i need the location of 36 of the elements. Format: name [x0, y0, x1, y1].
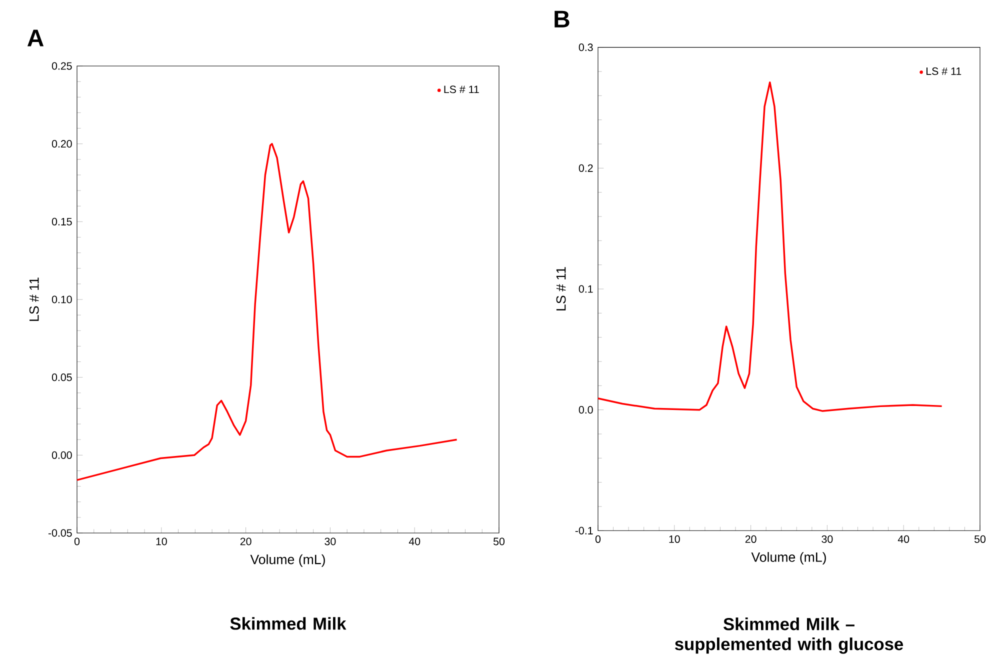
- y-tick-label: -0.05: [48, 529, 72, 537]
- x-tick-label: 40: [898, 535, 910, 543]
- y-tick-label: 0.3: [578, 43, 593, 52]
- y-tick-label: 0.10: [52, 296, 72, 304]
- y-tick-label: 0.2: [578, 164, 593, 172]
- x-tick-label: 50: [974, 535, 986, 543]
- y-tick-label: 0.1: [578, 285, 593, 293]
- legend-label: LS # 11: [926, 67, 962, 75]
- legend-label: LS # 11: [444, 86, 479, 94]
- line-series: [597, 81, 943, 412]
- y-tick-label: 0.20: [52, 140, 72, 148]
- x-tick-label: 0: [595, 535, 601, 543]
- x-tick-label: 20: [240, 538, 252, 546]
- y-tick-label: 0.15: [52, 218, 72, 226]
- y-axis-title: LS # 11: [29, 278, 39, 321]
- x-tick-label: 40: [408, 538, 420, 546]
- y-tick-label: 0.25: [52, 62, 72, 70]
- line-series: [76, 142, 458, 481]
- x-tick-label: 30: [324, 538, 336, 546]
- y-tick-label: -0.1: [575, 526, 593, 534]
- x-tick-label: 10: [156, 538, 167, 546]
- y-axis-title: LS # 11: [556, 267, 566, 310]
- x-tick-label: 10: [669, 535, 680, 543]
- x-axis-title: Volume (mL): [751, 552, 826, 564]
- chart-title: B: [554, 10, 570, 28]
- text: Skimmed Milk: [230, 616, 346, 630]
- text: Skimmed Milk – supplemented with glucose: [675, 617, 904, 654]
- chart-title: A: [27, 30, 44, 46]
- y-tick-label: 0.05: [52, 373, 72, 382]
- x-tick-label: 50: [493, 538, 505, 546]
- y-tick-label: 0.00: [52, 451, 72, 459]
- x-tick-label: 30: [822, 535, 833, 543]
- x-axis-title: Volume (mL): [250, 554, 325, 567]
- y-tick-label: 0.0: [578, 406, 593, 414]
- x-tick-label: 20: [745, 535, 756, 543]
- x-tick-label: 0: [74, 538, 80, 546]
